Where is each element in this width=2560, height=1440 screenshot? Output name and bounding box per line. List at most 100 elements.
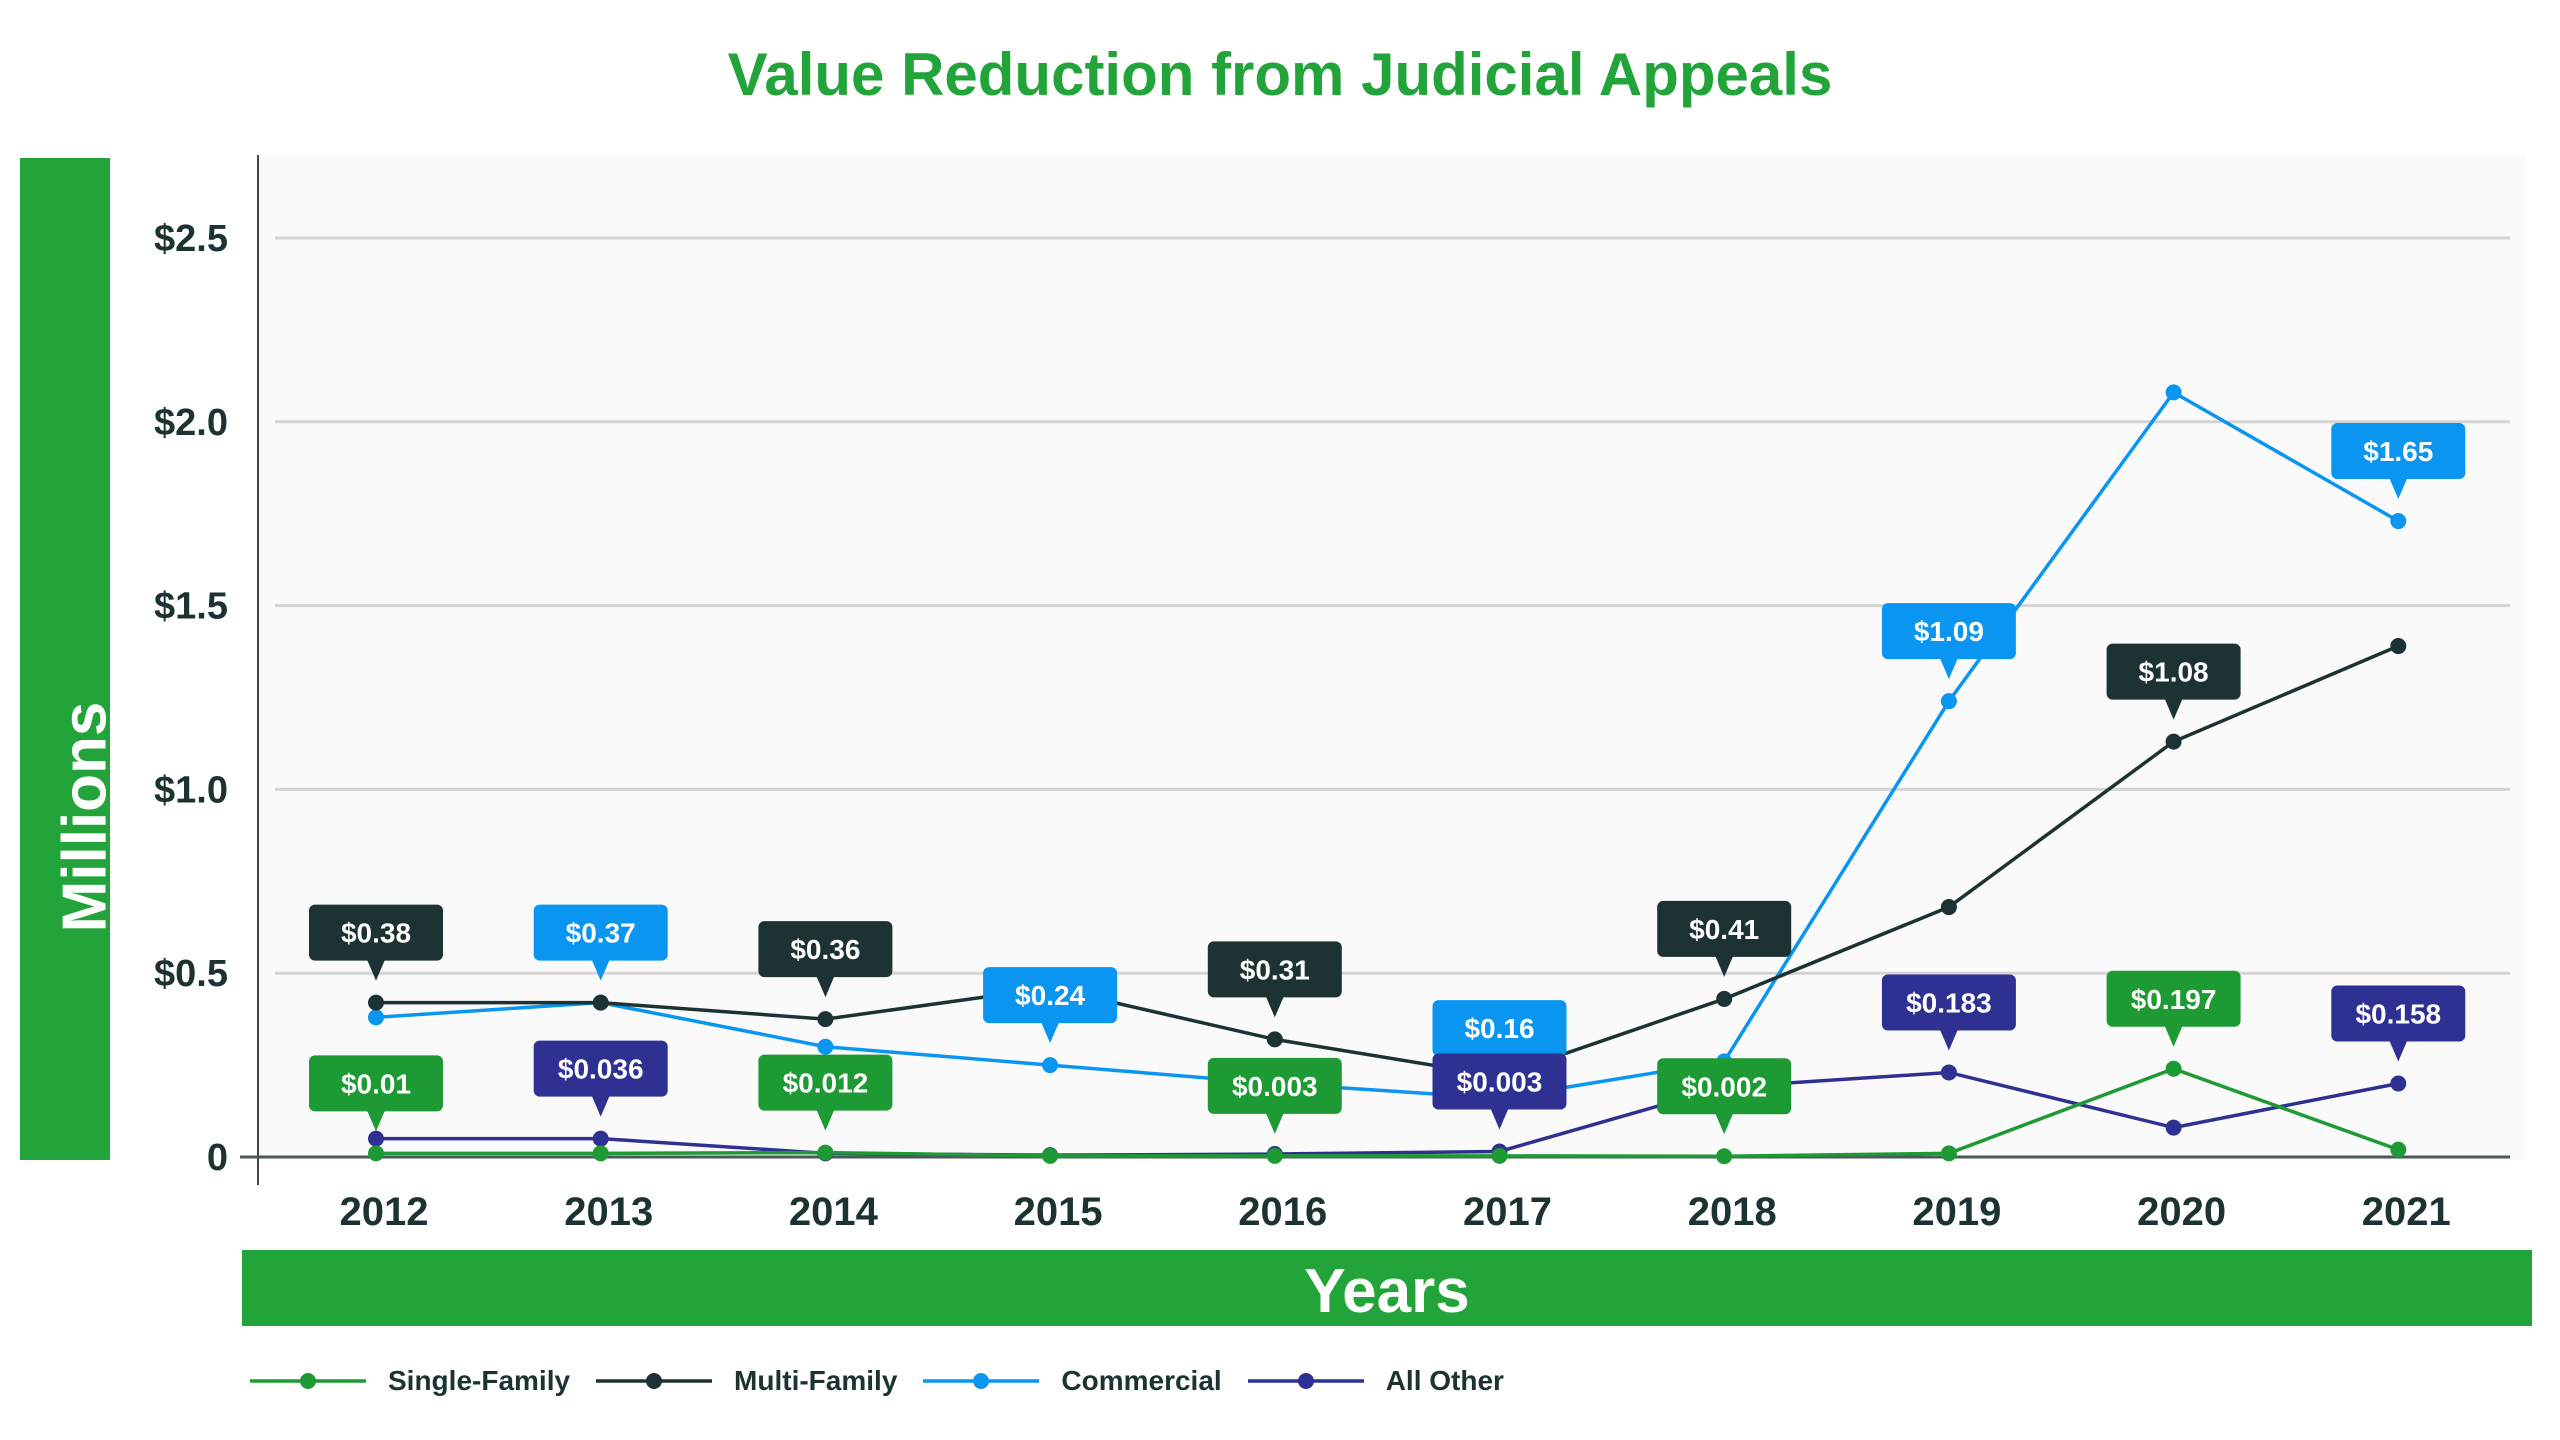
legend: Single-Family Multi-Family Commercial All O… (250, 1365, 1504, 1397)
legend-marker-icon (250, 1373, 366, 1389)
data-point (1940, 1064, 1957, 1081)
data-label: $0.012 (758, 1054, 893, 1131)
x-axis-label: Years (1304, 1257, 1470, 1326)
data-label-box (1207, 941, 1342, 998)
data-point (817, 1144, 834, 1161)
x-tick-label: 2021 (2362, 1190, 2451, 1234)
series-line-commercial (375, 390, 2400, 1100)
data-label: $0.003 (1432, 1053, 1567, 1130)
data-label-text: $0.036 (558, 1054, 644, 1085)
legend-marker-icon (596, 1373, 713, 1389)
data-label-pointer (2389, 1040, 2408, 1062)
data-label-pointer (1939, 658, 1958, 680)
data-label-text: $0.003 (1457, 1066, 1543, 1097)
data-label-box (1432, 1000, 1567, 1057)
data-point (1940, 899, 1957, 916)
data-point (817, 1038, 834, 1055)
data-label-box (533, 904, 668, 961)
data-point (1716, 990, 1733, 1007)
data-label-text: $1.65 (2363, 436, 2433, 467)
data-label-box (1657, 1058, 1792, 1115)
data-label-box (533, 1040, 668, 1097)
data-label: $0.003 (1207, 1057, 1342, 1134)
y-tick-label: $2.5 (154, 218, 228, 260)
data-label-text: $0.31 (1240, 954, 1310, 985)
y-tick-label: $1.5 (154, 586, 228, 628)
x-tick-label: 2020 (2137, 1190, 2226, 1234)
data-label: $0.002 (1657, 1058, 1792, 1135)
data-label-pointer (2164, 1025, 2183, 1047)
y-tick-label: 0 (207, 1137, 228, 1179)
data-label: $0.37 (533, 904, 668, 981)
data-label-pointer (1041, 1022, 1060, 1044)
legend-item[interactable]: Multi-Family (596, 1365, 897, 1397)
data-label-box (2331, 985, 2466, 1042)
data-label: $0.197 (2106, 970, 2241, 1047)
data-label-text: $0.37 (566, 918, 636, 949)
legend-item[interactable]: All Other (1247, 1365, 1504, 1397)
data-label-box (309, 904, 443, 961)
data-point (1716, 1148, 1733, 1165)
data-point (2390, 1141, 2407, 1158)
data-label: $0.24 (983, 967, 1118, 1044)
data-label: $1.09 (1881, 603, 2016, 680)
data-label-pointer (1939, 1029, 1958, 1051)
data-point (2165, 1119, 2182, 1136)
data-label-pointer (591, 1095, 610, 1117)
data-label-pointer (1715, 1113, 1734, 1135)
y-tick-label: $2.0 (154, 402, 228, 444)
data-label-box (2331, 423, 2466, 480)
x-tick-label: 2018 (1688, 1190, 1777, 1234)
legend-label: All Other (1385, 1365, 1504, 1396)
x-tick-label: 2017 (1463, 1190, 1552, 1234)
data-label-text: $0.197 (2131, 984, 2217, 1015)
data-label-text: $0.41 (1689, 914, 1759, 945)
data-label: $0.31 (1207, 941, 1342, 1018)
data-label-pointer (1265, 1112, 1284, 1134)
x-axis-label-bar: Years (242, 1250, 2532, 1326)
data-label-box (1881, 974, 2016, 1031)
series-line-multi-family (376, 644, 2399, 1078)
series-line-single-family (376, 1066, 2399, 1159)
legend-label: Commercial (1061, 1365, 1222, 1396)
data-point (1491, 1147, 1508, 1164)
data-label-pointer (367, 959, 385, 981)
data-label-box (758, 921, 893, 978)
legend-marker-icon (1247, 1373, 1364, 1389)
data-label-text: $1.08 (2139, 657, 2209, 688)
data-label-pointer (1265, 996, 1284, 1018)
y-tick-label: $0.5 (154, 953, 228, 995)
data-label-text: $0.002 (1681, 1071, 1767, 1102)
data-label-box (1881, 603, 2016, 660)
data-label-text: $0.16 (1464, 1013, 1534, 1044)
data-point (368, 1145, 384, 1162)
data-label-pointer (2164, 698, 2183, 720)
data-label: $1.65 (2331, 423, 2466, 500)
data-point (2390, 1075, 2407, 1092)
data-label-text: $0.01 (341, 1068, 411, 1099)
data-label-box (1207, 1057, 1342, 1114)
legend-item[interactable]: Commercial (923, 1365, 1222, 1397)
data-label-text: $0.24 (1015, 980, 1085, 1011)
series-line-all-other (376, 1070, 2399, 1157)
data-point (1266, 1147, 1283, 1164)
legend-marker-icon (923, 1373, 1040, 1389)
data-label-text: $1.09 (1914, 616, 1984, 647)
y-axis-label-bar: Millions (20, 158, 120, 1160)
legend-item[interactable]: Single-Family (250, 1365, 570, 1397)
data-label-text: $0.003 (1232, 1071, 1318, 1102)
data-point (2165, 384, 2182, 401)
data-point (1940, 1145, 1957, 1162)
data-label: $0.158 (2331, 985, 2466, 1062)
data-label-pointer (591, 959, 610, 981)
data-label-text: $0.158 (2355, 998, 2441, 1029)
data-label-box (2106, 970, 2241, 1027)
x-tick-label: 2015 (1014, 1190, 1103, 1234)
data-label-pointer (367, 1110, 385, 1132)
data-label-text: $0.38 (341, 918, 411, 949)
data-label-text: $0.183 (1906, 987, 1992, 1018)
data-point (368, 1009, 384, 1026)
data-label-pointer (1490, 1108, 1509, 1130)
legend-label: Multi-Family (734, 1365, 898, 1396)
